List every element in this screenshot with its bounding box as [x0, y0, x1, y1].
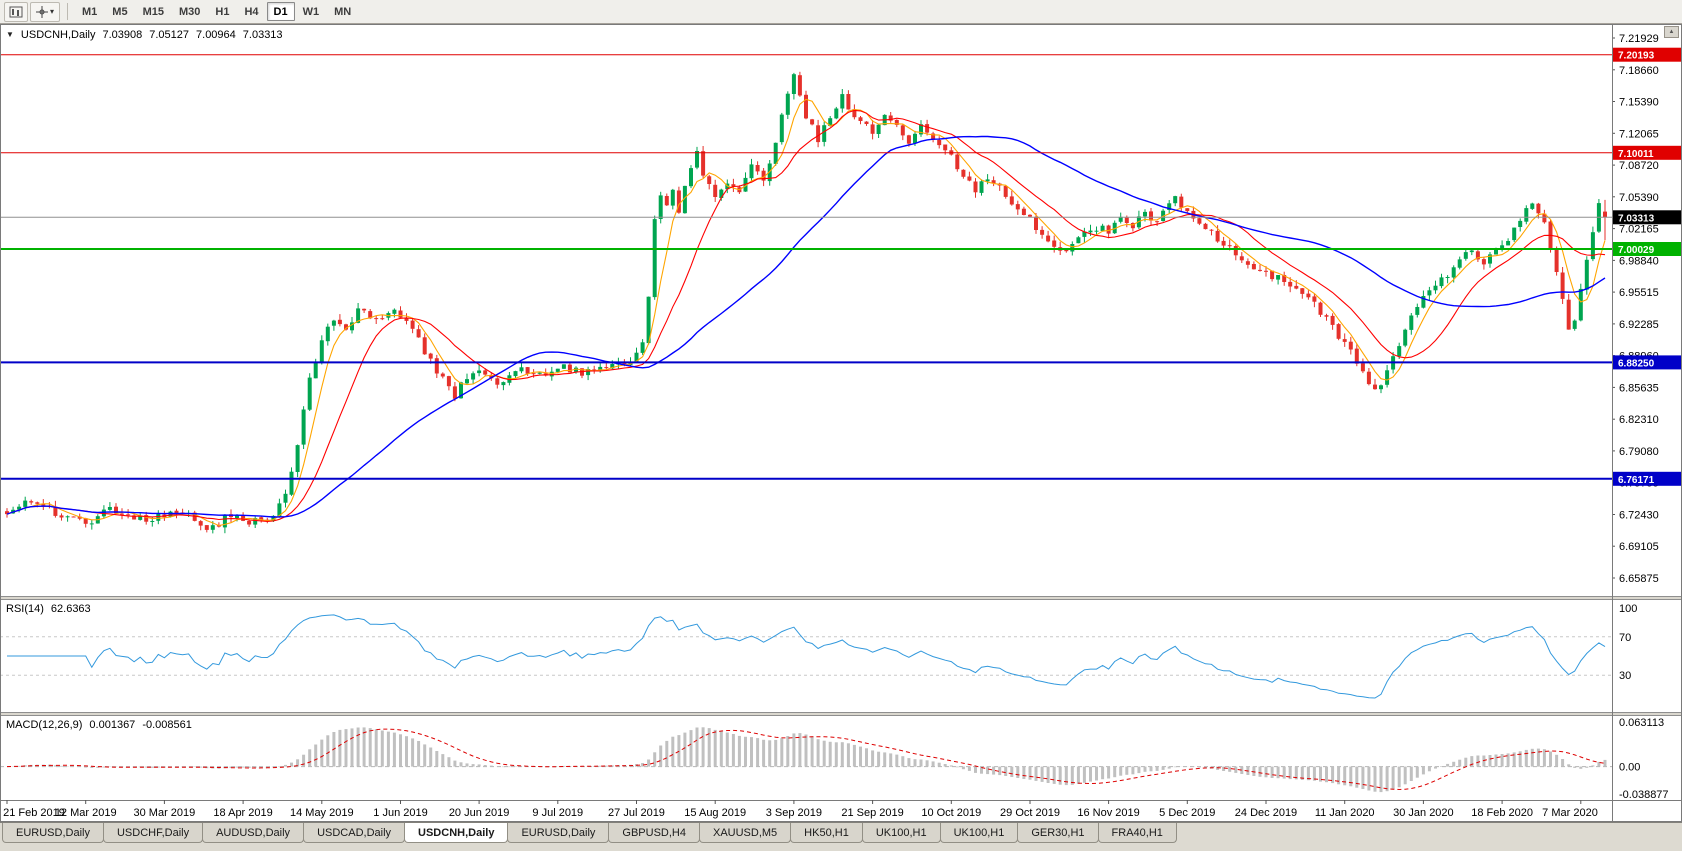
tab-fra40-h1[interactable]: FRA40,H1	[1097, 823, 1177, 843]
svg-text:30 Jan 2020: 30 Jan 2020	[1393, 807, 1454, 819]
svg-text:7.02165: 7.02165	[1619, 224, 1659, 236]
svg-text:6.72430: 6.72430	[1619, 510, 1659, 522]
ma-line-5	[6, 98, 1606, 527]
chart-type-button[interactable]	[4, 1, 28, 22]
svg-text:7.18660: 7.18660	[1619, 65, 1659, 77]
price-axis: 7.21929 7.18660 7.15390 7.12065 7.08720 7.053…	[1612, 33, 1659, 585]
svg-text:6.98840: 6.98840	[1619, 255, 1659, 267]
svg-text:30 Mar 2019: 30 Mar 2019	[134, 807, 196, 819]
timeframe-button-m1[interactable]: M1	[82, 5, 98, 18]
toolbar-separator	[67, 3, 68, 20]
timeframe-button-m5[interactable]: M5	[112, 5, 128, 18]
timeframe-button-m15[interactable]: M15	[142, 5, 164, 18]
svg-text:9 Jul 2019: 9 Jul 2019	[532, 807, 583, 819]
horizontal-lines	[0, 54, 1612, 480]
svg-text:70: 70	[1619, 632, 1631, 644]
chart-tabs: EURUSD,Daily USDCHF,Daily AUDUSD,Daily USDC…	[0, 822, 1682, 851]
svg-text:6.88250: 6.88250	[1618, 358, 1655, 369]
cursor-tool-button[interactable]: ▾	[30, 1, 60, 22]
svg-text:27 Jul 2019: 27 Jul 2019	[608, 807, 665, 819]
ma-line-13	[6, 109, 1606, 522]
dropdown-caret-icon: ▾	[49, 6, 54, 16]
svg-text:12 Mar 2019: 12 Mar 2019	[55, 807, 117, 819]
svg-text:7.10011: 7.10011	[1618, 149, 1654, 160]
svg-text:20 Jun 2019: 20 Jun 2019	[449, 807, 510, 819]
svg-text:7.03313: 7.03313	[1618, 213, 1655, 224]
timeframe-button-w1[interactable]: W1	[302, 5, 320, 18]
tab-xauusd-m5[interactable]: XAUUSD,M5	[698, 823, 792, 843]
svg-text:29 Oct 2019: 29 Oct 2019	[1000, 807, 1060, 819]
svg-text:6.85635: 6.85635	[1619, 382, 1659, 394]
svg-text:6.95515: 6.95515	[1619, 287, 1659, 299]
cursor-tool-icon	[35, 5, 48, 18]
svg-text:11 Jan 2020: 11 Jan 2020	[1315, 807, 1375, 819]
svg-text:100: 100	[1619, 603, 1637, 615]
tab-eurusd-daily[interactable]: EURUSD,Daily	[2, 823, 104, 843]
svg-text:7.15390: 7.15390	[1619, 97, 1659, 109]
macd-histogram	[11, 727, 1607, 793]
svg-text:21 Sep 2019: 21 Sep 2019	[841, 807, 903, 819]
svg-text:7.00029: 7.00029	[1618, 245, 1655, 256]
svg-text:5 Dec 2019: 5 Dec 2019	[1159, 807, 1215, 819]
svg-text:21 Feb 2019: 21 Feb 2019	[3, 807, 65, 819]
timeframe-button-h1[interactable]: H1	[215, 5, 230, 18]
svg-text:3 Sep 2019: 3 Sep 2019	[766, 807, 822, 819]
chart-canvas[interactable]: 7.21929 7.18660 7.15390 7.12065 7.08720 7.053…	[0, 24, 1682, 822]
timeframe-buttons: M1 M5 M15 M30 H1 H4 D1 W1 MN	[75, 2, 358, 21]
price-tags: 7.20193 7.10011 7.00029 6.88250 6.76171 7.033…	[1613, 47, 1681, 486]
macd-signal-line	[6, 728, 1606, 791]
svg-text:0.063113: 0.063113	[1619, 717, 1664, 729]
svg-text:0.00: 0.00	[1619, 762, 1640, 774]
indicator-axis-labels: 100 70 30 0.063113 0.00 -0.038877	[1619, 603, 1669, 801]
tab-eurusd-daily[interactable]: EURUSD,Daily	[507, 823, 610, 843]
tab-ger30-h1[interactable]: GER30,H1	[1017, 823, 1099, 843]
svg-text:6.65875: 6.65875	[1619, 573, 1659, 585]
tab-hk50-h1[interactable]: HK50,H1	[790, 823, 863, 843]
tab-usdcad-daily[interactable]: USDCAD,Daily	[303, 823, 406, 843]
chart-region: 7.21929 7.18660 7.15390 7.12065 7.08720 7.053…	[0, 24, 1682, 822]
svg-text:7.05390: 7.05390	[1619, 192, 1659, 204]
svg-text:16 Nov 2019: 16 Nov 2019	[1077, 807, 1139, 819]
tab-uk100-h1[interactable]: UK100,H1	[939, 823, 1019, 843]
rsi-line	[7, 614, 1606, 699]
svg-text:1 Jun 2019: 1 Jun 2019	[373, 807, 427, 819]
svg-text:18 Apr 2019: 18 Apr 2019	[213, 807, 272, 819]
toolbar: ▾ M1 M5 M15 M30 H1 H4 D1 W1 MN	[0, 0, 1682, 24]
timeframe-button-mn[interactable]: MN	[334, 5, 352, 18]
svg-text:24 Dec 2019: 24 Dec 2019	[1235, 807, 1297, 819]
svg-text:10 Oct 2019: 10 Oct 2019	[921, 807, 981, 819]
tab-gbpusd-h4[interactable]: GBPUSD,H4	[608, 823, 700, 843]
timeframe-button-h4[interactable]: H4	[244, 5, 259, 18]
svg-text:7 Mar 2020: 7 Mar 2020	[1542, 807, 1598, 819]
svg-text:6.79080: 6.79080	[1619, 446, 1659, 458]
svg-text:6.69105: 6.69105	[1619, 541, 1659, 553]
timeframe-button-d1[interactable]: D1	[266, 2, 295, 21]
svg-text:6.76171: 6.76171	[1618, 475, 1655, 486]
tab-uk100-h1[interactable]: UK100,H1	[861, 823, 941, 843]
svg-text:15 Aug 2019: 15 Aug 2019	[684, 807, 746, 819]
chart-scroll-button[interactable]: ▲	[1664, 26, 1679, 38]
tab-usdcnh-daily[interactable]: USDCNH,Daily	[404, 823, 509, 843]
chart-type-icon	[9, 6, 23, 17]
tab-audusd-daily[interactable]: AUDUSD,Daily	[202, 823, 305, 843]
ma-line-40	[6, 135, 1606, 518]
svg-text:6.82310: 6.82310	[1619, 414, 1659, 426]
svg-text:6.92285: 6.92285	[1619, 319, 1659, 331]
svg-text:7.21929: 7.21929	[1619, 33, 1659, 45]
timeframe-button-m30[interactable]: M30	[178, 5, 201, 18]
rsi-level-lines	[0, 636, 1612, 676]
svg-text:7.08720: 7.08720	[1619, 160, 1659, 172]
tab-usdchf-daily[interactable]: USDCHF,Daily	[102, 823, 204, 843]
svg-text:-0.038877: -0.038877	[1619, 789, 1669, 801]
svg-text:30: 30	[1619, 670, 1631, 682]
svg-text:7.20193: 7.20193	[1618, 51, 1655, 62]
svg-text:7.12065: 7.12065	[1619, 128, 1659, 140]
svg-text:14 May 2019: 14 May 2019	[290, 807, 354, 819]
svg-text:18 Feb 2020: 18 Feb 2020	[1471, 807, 1533, 819]
